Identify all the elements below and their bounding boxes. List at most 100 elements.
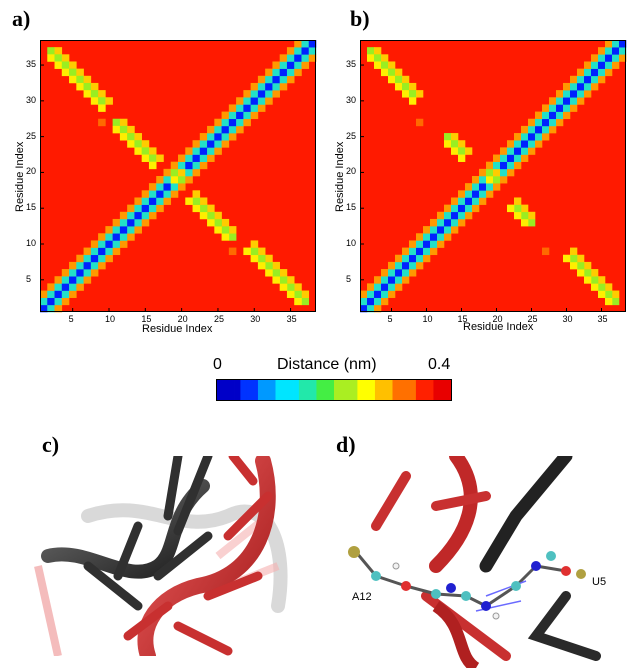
colorbar-segment [234, 380, 241, 400]
heatmap-cell [54, 54, 63, 62]
heatmap-cell [134, 133, 142, 141]
heatmap-cell [542, 104, 550, 112]
heatmap-cell [570, 254, 578, 263]
heatmap-cell [47, 283, 55, 291]
heatmap-cell [250, 97, 259, 105]
heatmap-cell [479, 183, 487, 191]
heatmap-cell [90, 97, 99, 105]
heatmap-cell [514, 140, 522, 148]
heatmap-cell [272, 276, 280, 284]
heatmap-cell [367, 54, 375, 62]
heatmap-cell [605, 283, 613, 291]
colorbar-segment [433, 380, 440, 400]
heatmap-cell [556, 118, 564, 127]
heatmap-cell [47, 297, 55, 306]
heatmap-cell [90, 82, 99, 91]
heatmap-cell [507, 154, 515, 162]
heatmap-cell [272, 75, 280, 84]
heatmap-cell [451, 197, 459, 205]
heatmap-cell [141, 154, 150, 162]
heatmap-cell [112, 247, 121, 256]
heatmap-cell [98, 261, 106, 270]
heatmap-cell [265, 97, 273, 105]
y-tick-label: 15 [26, 202, 37, 213]
panel-label-a: a) [12, 6, 31, 31]
heatmap-cell [374, 54, 382, 62]
colorbar-segment [392, 380, 399, 400]
heatmap-cell [98, 233, 106, 241]
y-tick-label: 10 [346, 238, 357, 248]
heatmap-cell [402, 269, 410, 277]
heatmap-cell [374, 283, 382, 291]
y-tick-label: 20 [346, 166, 357, 177]
heatmap-cell [528, 211, 536, 220]
heatmap-cell [500, 161, 508, 170]
colorbar-segment [357, 380, 364, 400]
heatmap-cell [374, 276, 382, 284]
heatmap-cell [148, 211, 157, 220]
heatmap-cell [493, 176, 501, 184]
heatmap-cell [148, 154, 157, 162]
heatmap-cell [451, 140, 459, 148]
heatmap-cell [458, 190, 466, 198]
heatmap-cell [514, 147, 522, 155]
heatmap-cell [591, 54, 599, 62]
heatmap-cell [141, 140, 150, 148]
heatmap-cell [76, 68, 84, 77]
y-tick-label: 15 [346, 202, 357, 213]
colorbar-segment [380, 380, 388, 400]
heatmap-cell [549, 97, 557, 105]
heatmap-cell [367, 297, 375, 306]
heatmap-cell [591, 68, 599, 77]
heatmap-cell [83, 276, 92, 284]
heatmap-cell [570, 261, 578, 270]
heatmap-cell [105, 226, 113, 234]
heatmap-cell [83, 75, 92, 84]
heatmap-cell [563, 97, 571, 105]
heatmap-cell [112, 233, 121, 241]
heatmap-cell [507, 168, 515, 177]
heatmap-cell [493, 168, 501, 177]
heatmap-cell [90, 247, 99, 256]
heatmap-cell [207, 140, 215, 148]
heatmap-cell [584, 68, 592, 77]
heatmap-cell [556, 111, 564, 120]
heatmap-cell [199, 154, 208, 162]
heatmap-cell [395, 254, 403, 263]
heatmap-cell [47, 47, 55, 55]
heatmap-cell [61, 290, 70, 298]
heatmap-cell [119, 133, 128, 141]
heatmap-cell [127, 204, 135, 213]
heatmap-cell [409, 247, 417, 256]
heatmap-cell [535, 133, 543, 141]
heatmap-cell [584, 276, 592, 284]
heatmap-cell [228, 247, 237, 256]
heatmap-cell [486, 176, 494, 184]
heatmap-cell [90, 240, 99, 248]
x-tick-label: 35 [597, 314, 608, 324]
heatmap-cell [465, 204, 473, 213]
heatmap-cell [243, 247, 251, 256]
heatmap-cell [207, 204, 215, 213]
colorbar-segment [322, 380, 329, 400]
heatmap-cell [308, 40, 317, 48]
heatmap-cell [367, 304, 375, 313]
y-tick-label: 10 [26, 238, 37, 248]
heatmap-cell [178, 161, 186, 170]
heatmap-cell [228, 118, 237, 127]
heatmap-cell [90, 90, 99, 98]
heatmap-cell [388, 269, 396, 277]
heatmap-cell [521, 133, 529, 141]
heatmap-cell [185, 161, 193, 170]
heatmap-cell [395, 261, 403, 270]
heatmap-cell [402, 82, 410, 91]
heatmap-cell [402, 254, 410, 263]
colorbar-segment [222, 380, 230, 400]
heatmap-cell [279, 54, 288, 62]
heatmap-cell [286, 290, 295, 298]
colorbar-segment [275, 380, 282, 400]
heatmap-cell [402, 75, 410, 84]
colorbar-segment [339, 380, 347, 400]
heatmap-cell [381, 269, 389, 277]
heatmap-cell [423, 226, 431, 234]
